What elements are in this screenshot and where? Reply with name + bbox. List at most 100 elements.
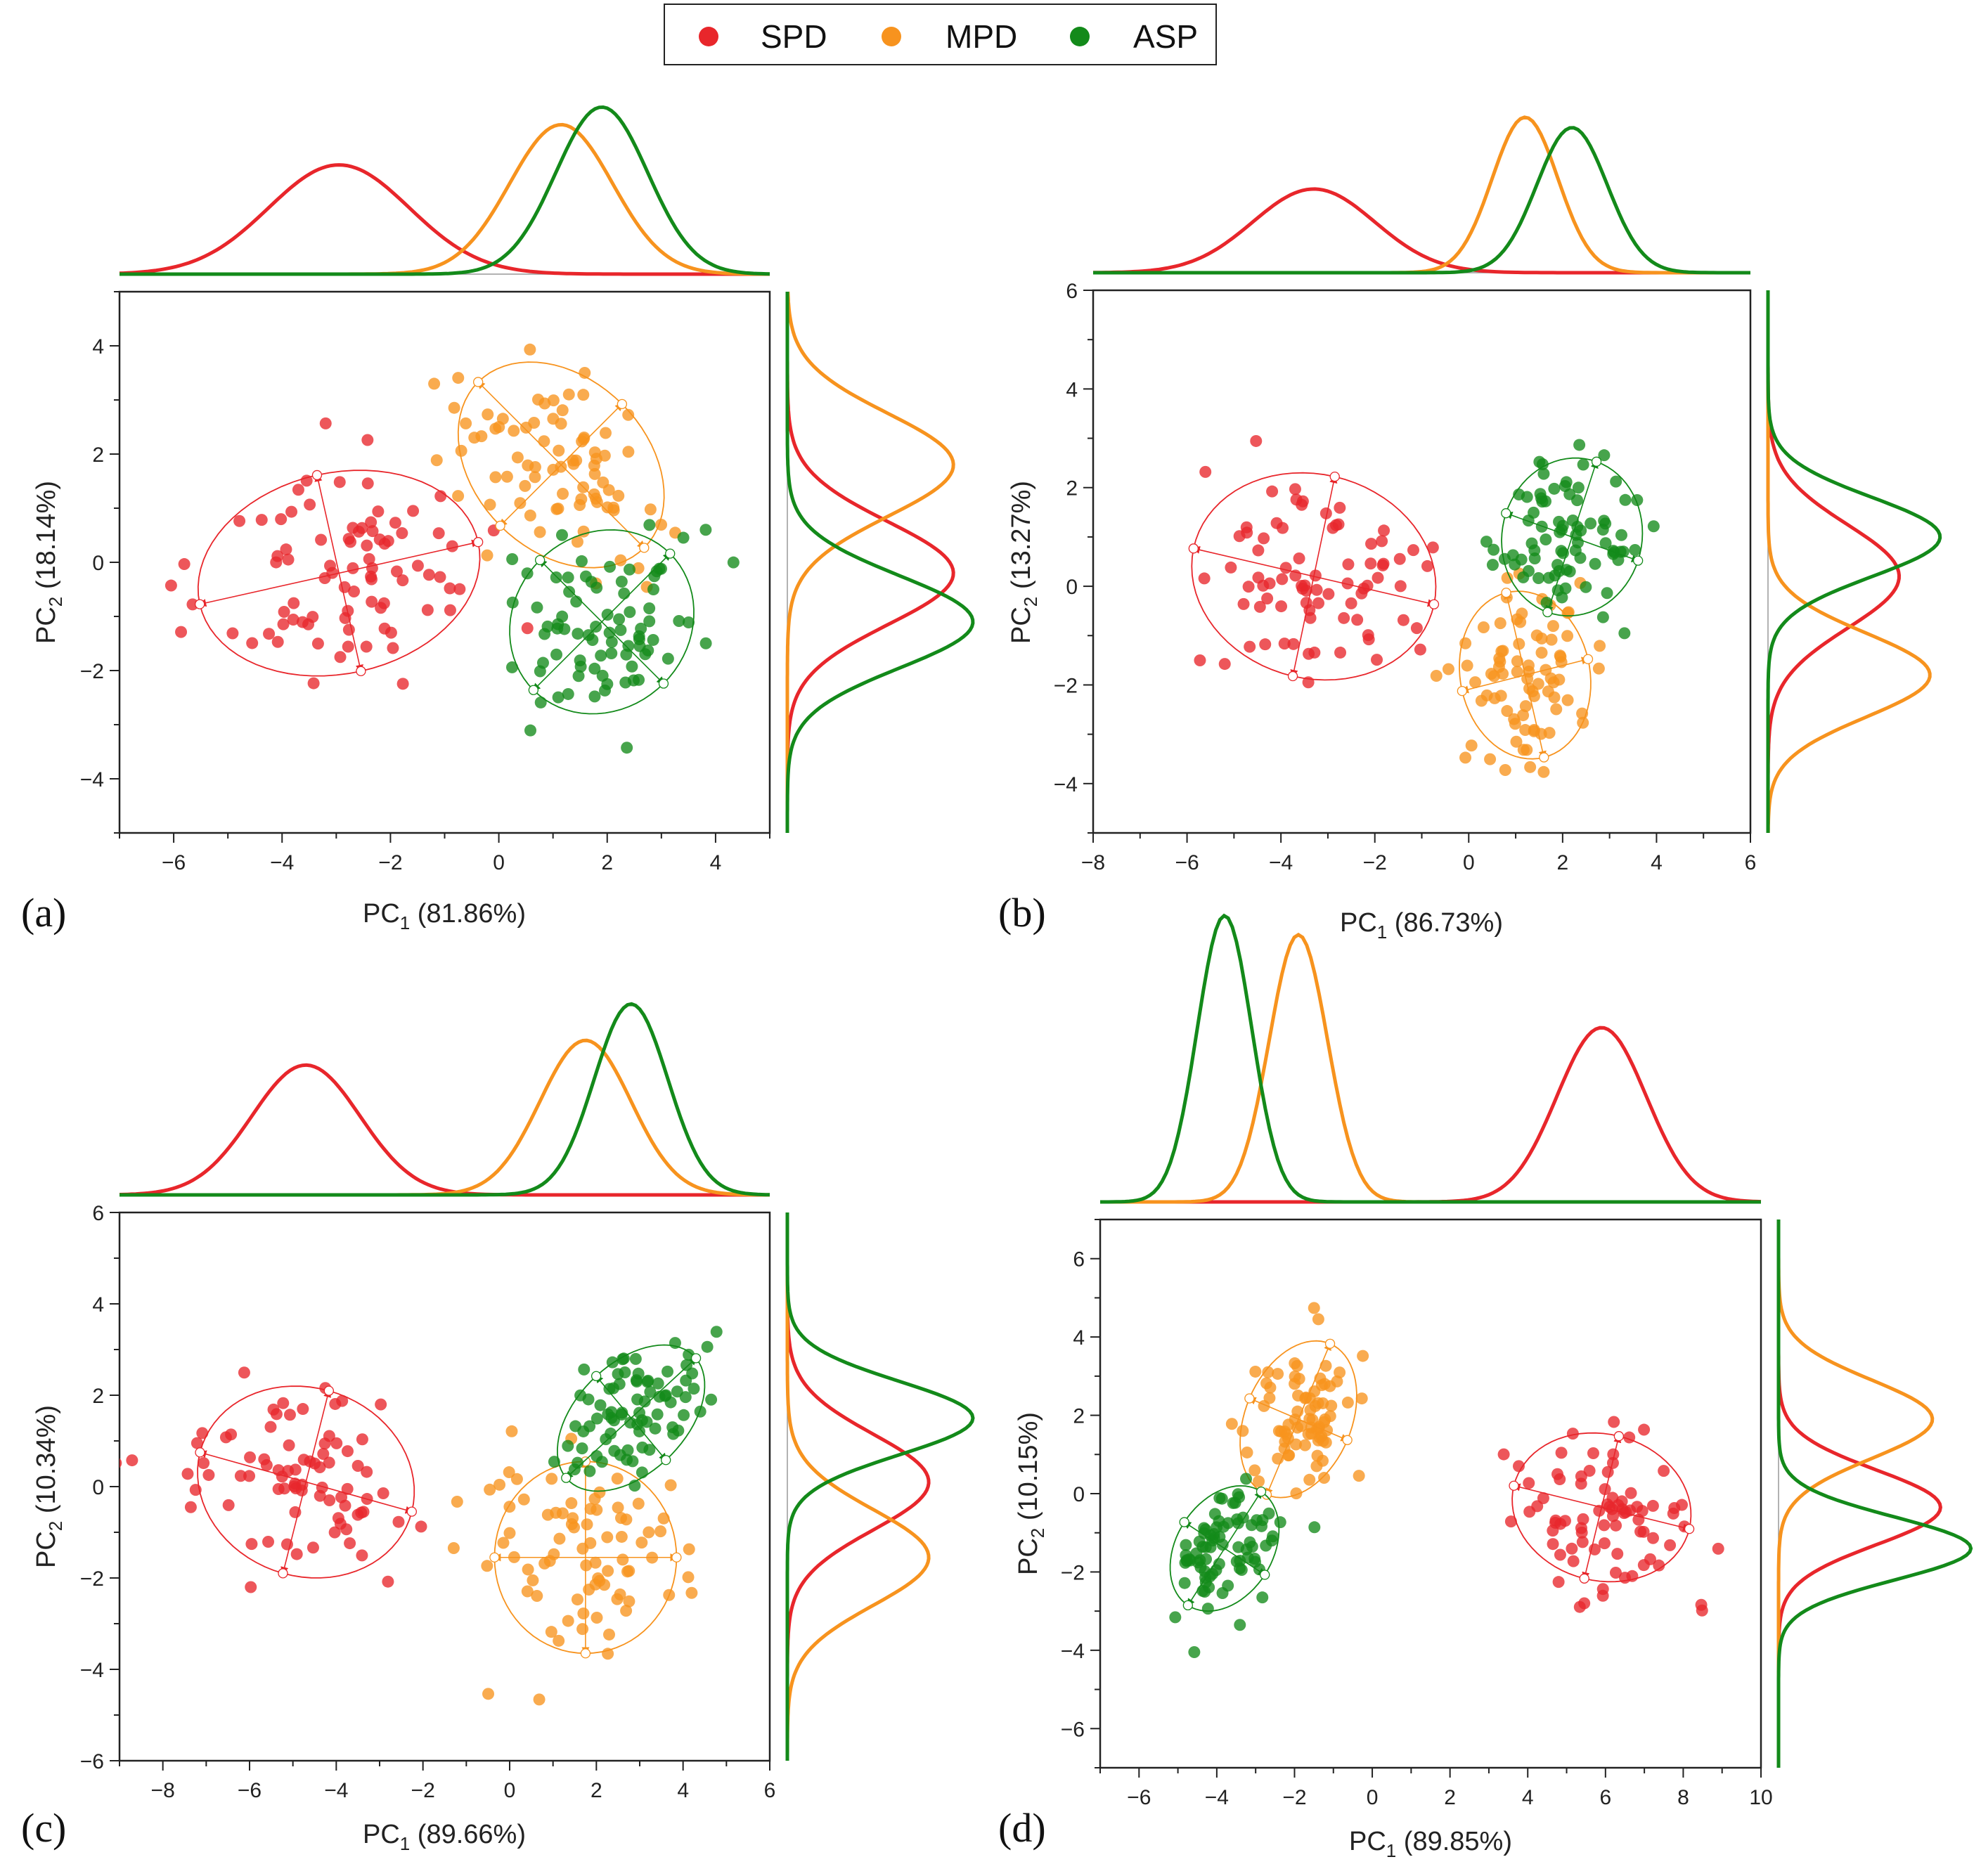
data-point [599,427,612,439]
data-point [1264,1381,1277,1394]
data-point [623,1595,635,1607]
data-point [1230,1555,1243,1567]
x-tick-label: −4 [270,851,294,874]
data-point [1267,1530,1279,1543]
data-point [664,1479,677,1492]
data-point [493,1478,506,1491]
data-point [1676,1499,1689,1511]
x-tick-label: −6 [1175,851,1199,874]
data-point [226,627,239,640]
ellipse-vertex [356,666,366,677]
data-point [1561,630,1574,642]
data-point [583,1584,595,1596]
data-point [1556,519,1569,532]
ellipse-axis-arrow [280,1389,332,1575]
data-point [311,638,324,650]
data-point [1263,1507,1275,1520]
y-tick-label: 4 [92,1293,104,1317]
data-point [1619,493,1632,506]
ellipse-vertex [580,1648,591,1659]
data-point [489,471,502,484]
data-point [553,444,565,457]
data-point [385,626,397,639]
data-point [644,503,657,516]
panels: −6 −4 −2 0 2 4 −4 −2 0 2 4 PC1 (81.86%) PC2 (18.14%)… [21,105,1973,1861]
data-point [1308,1521,1321,1534]
points-mpd [428,343,681,593]
legend-box [664,4,1217,65]
data-point [601,678,614,690]
legend: SPD MPD ASP [664,4,1217,65]
data-point [1477,621,1490,633]
data-point [1629,544,1641,557]
ellipse-vertex [1182,1600,1194,1611]
ellipse-vertex [1188,543,1199,554]
ellipse-vertex [489,1552,500,1563]
data-point [570,595,583,608]
ellipse-vertex [1684,1524,1695,1534]
data-point [631,1393,644,1406]
data-point [1200,1553,1213,1565]
data-point [1244,640,1256,653]
ellipse-axis-arrow [498,403,624,527]
data-point [505,1425,518,1437]
right-density-curve-asp [1776,1220,1973,1768]
data-point [1552,1576,1565,1589]
data-point [580,1559,593,1572]
data-point [255,514,268,526]
data-point [1519,724,1532,737]
data-point [446,540,458,552]
points-spd [1497,1416,1724,1617]
data-point [306,1541,319,1554]
data-point [292,484,304,496]
series-mpd [1093,115,1932,834]
data-point [434,571,446,583]
data-point [577,1607,590,1619]
ellipse-vertex [1613,1431,1625,1442]
x-tick-label: −2 [378,851,402,874]
data-point [1377,557,1390,570]
data-point [481,549,493,562]
points-mpd [1430,567,1606,778]
data-point [527,1574,539,1586]
data-point [277,1397,290,1409]
data-point [605,647,618,660]
data-point [651,1408,664,1421]
data-point [290,1548,303,1560]
data-point [550,648,563,661]
data-point [522,459,534,472]
x-tick-label: −8 [1081,851,1105,874]
data-point [572,628,584,640]
data-point [524,343,536,356]
data-point [275,513,288,526]
data-point [588,1493,601,1506]
ellipse-axis-arrow [1504,511,1640,562]
data-point [1263,577,1276,590]
series-asp [1100,913,1973,1768]
ellipse-axis-arrow [1248,1397,1349,1442]
data-point [1486,559,1499,571]
data-point [372,505,385,518]
data-point [1287,638,1300,650]
ellipse-vertex [528,685,539,695]
data-point [452,490,465,503]
data-point [682,1571,695,1584]
points-asp [505,519,740,754]
data-point [300,474,313,487]
data-point [601,609,614,621]
data-point [1357,1350,1369,1362]
data-point [1551,1468,1564,1480]
data-point [1261,593,1274,605]
data-point [552,691,564,704]
data-point [219,1431,232,1444]
data-point [575,555,588,567]
data-point [323,1456,335,1469]
ellipse-vertex [195,599,205,609]
data-point [290,1482,302,1494]
data-point [1712,1542,1724,1555]
data-point [1637,1559,1650,1572]
x-tick-label: 4 [1651,851,1663,874]
data-point [348,586,361,598]
data-point [271,635,284,648]
data-point [482,1688,495,1700]
